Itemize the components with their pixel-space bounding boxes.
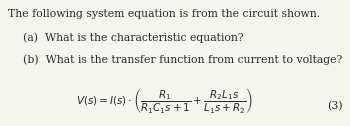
Text: The following system equation is from the circuit shown.: The following system equation is from th… xyxy=(8,9,320,19)
Text: (b)  What is the transfer function from current to voltage?: (b) What is the transfer function from c… xyxy=(23,54,342,65)
Text: (a)  What is the characteristic equation?: (a) What is the characteristic equation? xyxy=(23,33,243,43)
Text: (3): (3) xyxy=(327,101,342,111)
Text: $V(s) = I(s) \cdot \left(\dfrac{R_1}{R_1 C_1 s + 1} + \dfrac{R_2 L_1 s}{L_1 s + : $V(s) = I(s) \cdot \left(\dfrac{R_1}{R_1… xyxy=(76,86,253,115)
